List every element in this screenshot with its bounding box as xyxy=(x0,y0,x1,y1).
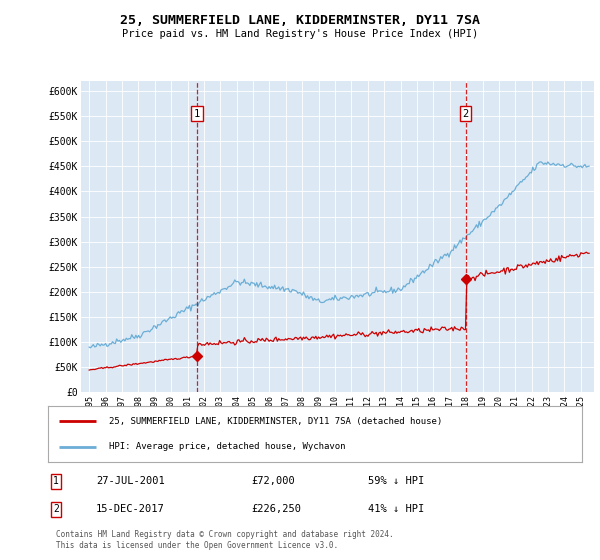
Text: 15-DEC-2017: 15-DEC-2017 xyxy=(96,504,165,514)
Text: £72,000: £72,000 xyxy=(251,477,295,487)
Text: 1: 1 xyxy=(53,477,59,487)
Text: 27-JUL-2001: 27-JUL-2001 xyxy=(96,477,165,487)
Text: 1: 1 xyxy=(194,109,200,119)
Text: 59% ↓ HPI: 59% ↓ HPI xyxy=(368,477,425,487)
Text: £226,250: £226,250 xyxy=(251,504,301,514)
Text: Price paid vs. HM Land Registry's House Price Index (HPI): Price paid vs. HM Land Registry's House … xyxy=(122,29,478,39)
Text: 25, SUMMERFIELD LANE, KIDDERMINSTER, DY11 7SA (detached house): 25, SUMMERFIELD LANE, KIDDERMINSTER, DY1… xyxy=(109,417,443,426)
Text: 2: 2 xyxy=(53,504,59,514)
Text: 2: 2 xyxy=(463,109,469,119)
Text: HPI: Average price, detached house, Wychavon: HPI: Average price, detached house, Wych… xyxy=(109,442,346,451)
Text: 41% ↓ HPI: 41% ↓ HPI xyxy=(368,504,425,514)
Text: 25, SUMMERFIELD LANE, KIDDERMINSTER, DY11 7SA: 25, SUMMERFIELD LANE, KIDDERMINSTER, DY1… xyxy=(120,14,480,27)
Text: Contains HM Land Registry data © Crown copyright and database right 2024.
This d: Contains HM Land Registry data © Crown c… xyxy=(56,530,394,550)
